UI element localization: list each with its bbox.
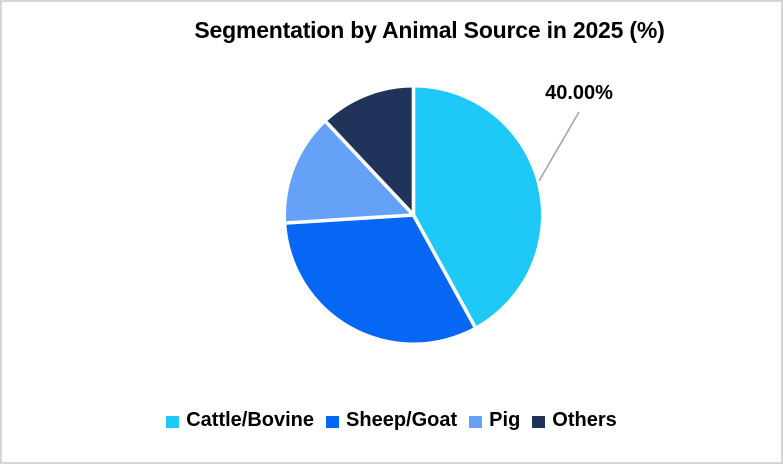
pie-slice-sheep-goat	[286, 215, 475, 343]
chart-title: Segmentation by Animal Source in 2025 (%…	[194, 17, 665, 43]
slice-separator	[286, 213, 414, 225]
legend: Cattle/Bovine Sheep/Goat Pig Others	[2, 409, 781, 432]
pie-slice-pig	[285, 122, 414, 224]
legend-item-cattle-bovine: Cattle/Bovine	[166, 409, 314, 432]
legend-item-sheep-goat: Sheep/Goat	[326, 409, 457, 432]
pie-slice-cattle-bovine	[413, 87, 541, 327]
legend-label-others: Others	[552, 409, 617, 431]
legend-label-cattle-bovine: Cattle/Bovine	[186, 409, 315, 431]
legend-swatch-cattle-bovine-icon	[166, 415, 180, 428]
slice-separator	[411, 214, 477, 328]
legend-label-pig: Pig	[489, 409, 521, 431]
pie-slices	[285, 87, 541, 343]
callout-leader-line	[538, 111, 580, 182]
legend-swatch-pig-icon	[469, 415, 483, 428]
legend-swatch-sheep-goat-icon	[326, 415, 340, 428]
legend-swatch-others-icon	[532, 415, 546, 428]
pie-slice-others	[326, 87, 414, 215]
slice-separator	[324, 120, 415, 217]
legend-item-pig: Pig	[469, 409, 520, 432]
legend-label-sheep-goat: Sheep/Goat	[346, 409, 458, 431]
data-label-cattle-bovine: 40.00%	[545, 82, 613, 104]
legend-item-others: Others	[532, 409, 617, 432]
pie-separators	[286, 87, 477, 328]
